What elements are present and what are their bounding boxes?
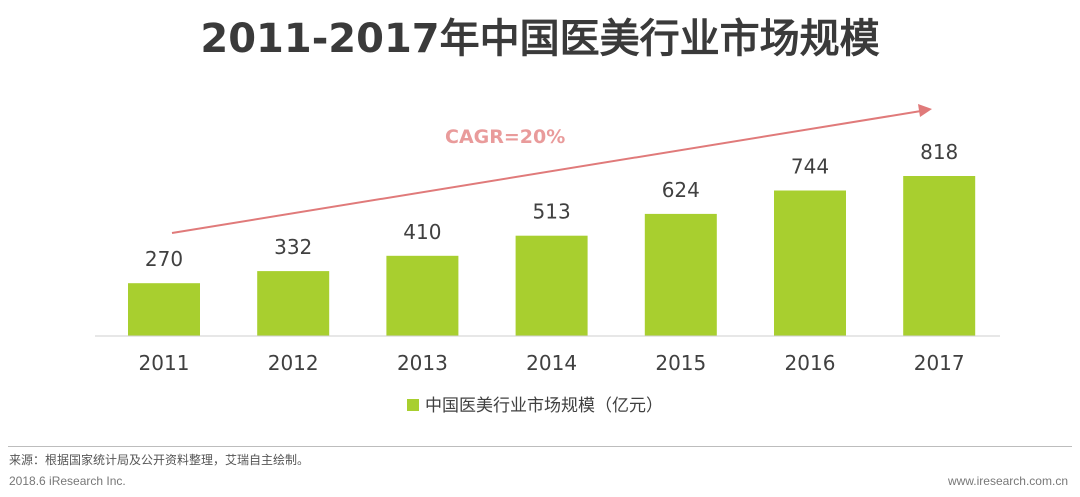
chart-title: 2011-2017年中国医美行业市场规模 xyxy=(200,16,879,62)
arrow-head xyxy=(918,104,932,117)
bar-2015 xyxy=(644,213,717,336)
bar-2017 xyxy=(903,176,976,336)
bar-2013 xyxy=(386,255,459,336)
legend-label: 中国医美行业市场规模（亿元） xyxy=(425,396,663,416)
bars-layer xyxy=(128,176,976,336)
value-label-2016: 744 xyxy=(791,155,829,179)
legend: 中国医美行业市场规模（亿元） xyxy=(407,396,663,416)
arrow-shaft xyxy=(171,110,922,234)
website-text: www.iresearch.com.cn xyxy=(947,474,1068,488)
x-tick-2017: 2017 xyxy=(914,351,965,375)
footer-divider xyxy=(8,446,1072,447)
x-tick-2011: 2011 xyxy=(139,351,190,375)
x-axis-tick-labels: 2011 2012 2013 2014 2015 2016 2017 xyxy=(139,351,965,375)
value-label-2017: 818 xyxy=(920,140,958,164)
cagr-trend-arrow xyxy=(171,104,932,234)
value-label-2015: 624 xyxy=(662,178,700,202)
value-label-2011: 270 xyxy=(145,247,183,271)
bar-2011 xyxy=(128,283,200,336)
x-tick-2016: 2016 xyxy=(785,351,836,375)
copyright-text: 2018.6 iResearch Inc. xyxy=(9,474,126,488)
bar-2014 xyxy=(515,235,588,336)
bar-2012 xyxy=(257,271,330,336)
bar-chart: 2011-2017年中国医美行业市场规模 270 332 410 513 624 744 8… xyxy=(95,16,1000,416)
x-tick-2013: 2013 xyxy=(397,351,448,375)
cagr-annotation: CAGR=20% xyxy=(445,126,565,148)
bar-2016 xyxy=(774,190,846,336)
x-tick-2014: 2014 xyxy=(526,351,577,375)
x-tick-2012: 2012 xyxy=(268,351,319,375)
value-label-2012: 332 xyxy=(274,235,312,259)
value-label-2013: 410 xyxy=(403,220,441,244)
source-note: 来源：根据国家统计局及公开资料整理，艾瑞自主绘制。 xyxy=(9,453,310,467)
legend-swatch xyxy=(407,399,419,411)
value-labels-layer: 270 332 410 513 624 744 818 xyxy=(145,140,958,271)
value-label-2014: 513 xyxy=(533,200,571,224)
x-tick-2015: 2015 xyxy=(655,351,706,375)
